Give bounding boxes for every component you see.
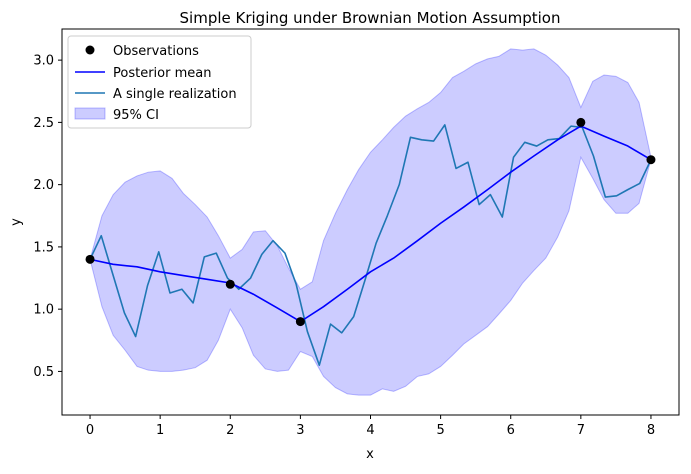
- x-tick-label: 3: [296, 423, 304, 438]
- y-tick-label: 1.5: [33, 240, 54, 255]
- legend-ci-label: 95% CI: [113, 108, 159, 123]
- y-tick-label: 2.5: [33, 116, 54, 131]
- x-tick-label: 1: [156, 423, 164, 438]
- x-tick-label: 5: [436, 423, 444, 438]
- x-tick-label: 4: [366, 423, 374, 438]
- realization-line: [89, 124, 652, 366]
- legend-ci-swatch: [74, 107, 106, 120]
- legend-posterior-mean-label: Posterior mean: [113, 66, 211, 81]
- posterior-mean-line: [89, 125, 652, 323]
- legend-observations-label: Observations: [113, 44, 199, 59]
- chart-title: Simple Kriging under Brownian Motion Ass…: [180, 9, 561, 27]
- y-tick-label: 1.0: [33, 303, 54, 318]
- x-axis-label: x: [366, 447, 374, 462]
- x-tick-label: 0: [86, 423, 94, 438]
- legend-realization-label: A single realization: [113, 87, 237, 102]
- x-tick-label: 8: [647, 423, 655, 438]
- x-tick-label: 6: [507, 423, 515, 438]
- legend: Observations Posterior mean A single rea…: [67, 35, 252, 129]
- observation-point: [225, 279, 235, 289]
- y-tick-label: 3.0: [33, 54, 54, 69]
- x-tick-label: 7: [577, 423, 585, 438]
- legend-observations-marker: [85, 45, 95, 55]
- x-axis: 0 1 2 3 4 5 6 7 8: [86, 415, 655, 438]
- y-axis-label: y: [9, 218, 24, 226]
- x-tick-label: 2: [226, 423, 234, 438]
- y-axis: 0.5 1.0 1.5 2.0 2.5 3.0: [33, 54, 62, 380]
- observation-point: [85, 254, 95, 264]
- observation-point: [295, 317, 305, 327]
- y-tick-label: 0.5: [33, 365, 54, 380]
- plot-area: [85, 48, 656, 396]
- y-tick-label: 2.0: [33, 178, 54, 193]
- observation-point: [646, 155, 656, 165]
- observation-point: [576, 117, 586, 127]
- legend-box: [67, 35, 252, 129]
